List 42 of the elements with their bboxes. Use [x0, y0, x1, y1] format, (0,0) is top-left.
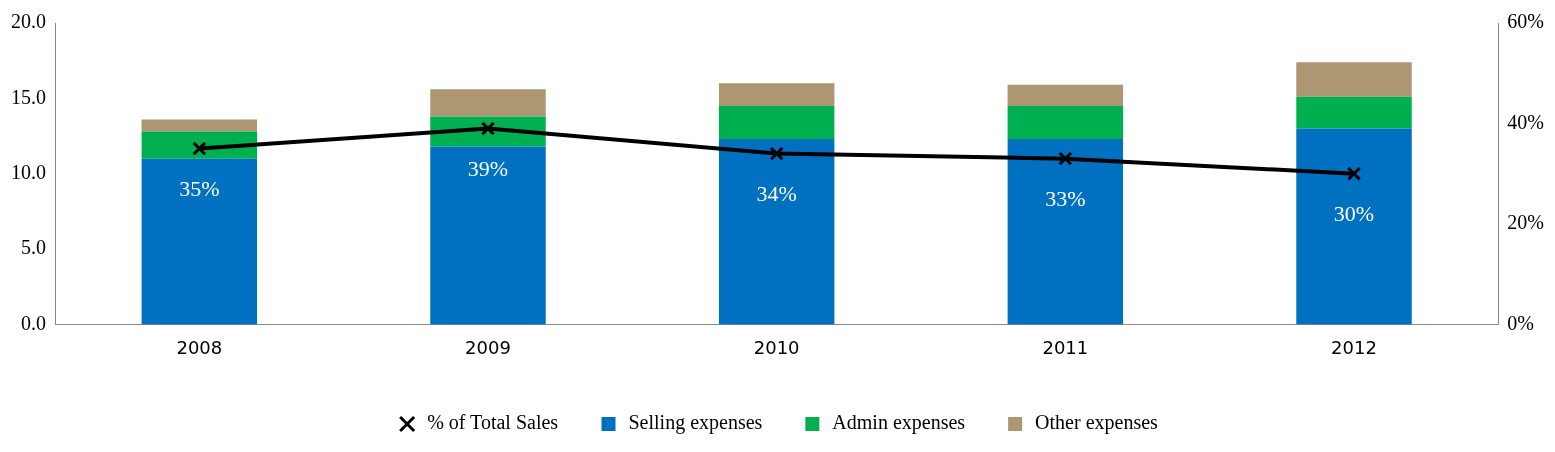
bar: [141, 131, 258, 159]
x-tick-label: 2009: [465, 336, 511, 358]
bar: [430, 89, 546, 117]
y-tick-label: 15.0: [11, 85, 46, 108]
bar: [141, 119, 258, 132]
legend-label: Other expenses: [1035, 411, 1159, 435]
bar: [430, 146, 546, 325]
legend-label: % of Total Sales: [427, 411, 559, 434]
x-tick-label: 2010: [753, 336, 800, 358]
data-label: 35%: [179, 176, 220, 202]
legend-label: Admin expenses: [832, 411, 966, 435]
data-label: 33%: [1045, 186, 1086, 212]
legend-label: Selling expenses: [628, 411, 763, 435]
data-label: 34%: [756, 181, 797, 207]
y-tick-label: 0.0: [21, 311, 46, 334]
bar: [141, 158, 258, 325]
x-tick-label: 2008: [176, 336, 223, 358]
point: [1346, 166, 1362, 181]
point: [769, 146, 784, 161]
bar: [1007, 139, 1124, 325]
point: [1058, 151, 1073, 166]
x-tick-label: 2012: [1331, 336, 1377, 358]
x-tick-label: 2011: [1042, 336, 1089, 358]
bar: [1007, 84, 1124, 106]
y-tick-label: 20.0: [11, 10, 46, 33]
y2-tick-label: 20%: [1507, 211, 1545, 234]
bar: [718, 139, 835, 325]
data-label: 39%: [467, 156, 509, 182]
bar: [1296, 62, 1412, 97]
y2-tick-label: 0%: [1507, 311, 1535, 334]
bar: [1296, 128, 1412, 325]
y-tick-label: 5.0: [21, 236, 46, 259]
y2-tick-label: 60%: [1507, 10, 1545, 33]
bar: [718, 105, 835, 140]
point: [480, 121, 496, 136]
data-label: 30%: [1333, 201, 1375, 227]
point: [192, 141, 207, 156]
y-tick-label: 10.0: [11, 160, 46, 183]
bar: [1007, 105, 1124, 140]
y2-tick-label: 40%: [1507, 110, 1545, 133]
bar: [1296, 96, 1412, 129]
bar: [718, 83, 835, 106]
